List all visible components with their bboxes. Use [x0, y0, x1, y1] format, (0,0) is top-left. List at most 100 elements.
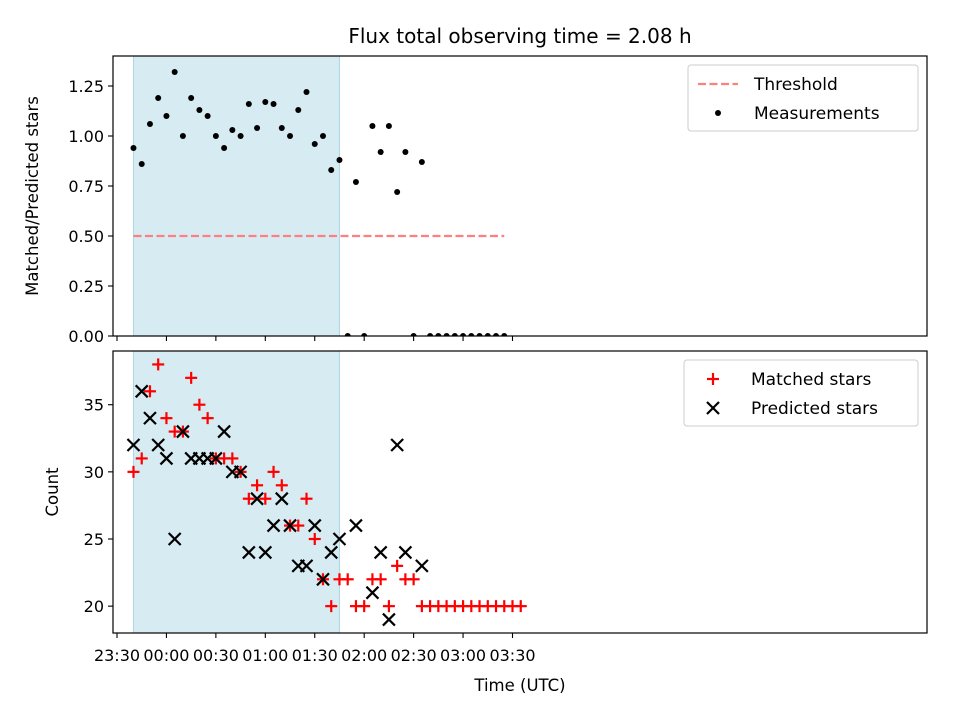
measurement-point — [278, 125, 285, 131]
legend-matched-swatch — [707, 373, 719, 385]
matched-star-marker — [292, 519, 305, 532]
y-tick-label: 0.50 — [68, 227, 104, 246]
legend-measurements-swatch — [715, 110, 721, 116]
matched-star-marker — [160, 412, 173, 425]
bottom-y-axis-label: Count — [43, 467, 62, 517]
matched-star-marker — [185, 371, 198, 384]
measurement-point — [229, 127, 236, 133]
predicted-star-marker — [365, 585, 380, 600]
predicted-star-marker — [307, 518, 322, 533]
measurement-point — [138, 161, 145, 167]
y-tick-label: 0.75 — [68, 177, 104, 196]
predicted-star-marker — [373, 545, 388, 560]
bottom-panel: 20 25 30 35 23:30 00:00 00:30 01:00 01:30 02:00 02… — [84, 350, 928, 665]
measurement-point — [361, 333, 368, 336]
predicted-star-marker — [266, 518, 281, 533]
predicted-star-marker — [258, 545, 273, 560]
measurement-point — [336, 157, 343, 163]
measurement-point — [385, 123, 392, 129]
matched-star-marker — [358, 600, 371, 613]
y-tick-label: 0.00 — [68, 327, 104, 346]
legend-predicted-swatch — [706, 401, 720, 415]
matched-star-marker — [259, 492, 272, 505]
matched-star-marker — [135, 452, 148, 465]
measurement-point — [476, 333, 483, 336]
measurement-point — [245, 101, 252, 107]
x-tick-label: 01:30 — [292, 646, 338, 665]
matched-star-marker — [242, 492, 255, 505]
measurement-point — [146, 121, 153, 127]
y-tick-label: 30 — [84, 463, 104, 482]
legend: Matched stars Predicted stars — [683, 359, 919, 427]
predicted-star-marker — [390, 438, 404, 452]
predicted-star-marker — [382, 612, 396, 627]
predicted-star-marker — [398, 545, 413, 560]
matched-star-marker — [341, 573, 354, 586]
predicted-star-marker — [324, 545, 339, 560]
predicted-star-marker — [167, 532, 182, 546]
matched-star-marker — [267, 465, 280, 478]
matched-star-marker — [308, 533, 321, 545]
measurement-point — [155, 95, 162, 101]
x-tick-label: 00:30 — [193, 646, 239, 665]
measurement-point — [344, 333, 351, 336]
measurement-point — [130, 145, 137, 151]
legend-label: Measurements — [754, 104, 880, 124]
x-tick-label: 01:00 — [242, 646, 288, 665]
measurement-point — [196, 107, 203, 113]
matched-star-marker — [193, 398, 206, 411]
plot-frame — [112, 350, 928, 634]
measurement-point — [254, 125, 261, 131]
predicted-star-marker — [250, 491, 264, 506]
measurement-point — [501, 333, 508, 336]
y-tick-label: 1.25 — [68, 77, 104, 96]
matched-star-marker — [275, 479, 288, 492]
measurement-point — [204, 113, 211, 119]
predicted-star-marker — [332, 532, 347, 546]
measurement-point — [394, 189, 401, 195]
measurement-point — [163, 113, 170, 119]
predicted-star-marker — [283, 518, 297, 533]
y-tick-label: 20 — [84, 597, 104, 616]
chart-title: Flux total observing time = 2.08 h — [348, 24, 691, 48]
measurement-point — [319, 133, 326, 139]
x-tick-label: 02:30 — [391, 646, 437, 665]
predicted-star-marker — [415, 559, 429, 573]
x-tick-label: 03:00 — [440, 646, 486, 665]
observing-window-span — [132, 350, 340, 634]
measurement-point — [484, 333, 491, 336]
matched-star-marker — [391, 559, 404, 572]
measurement-point — [237, 133, 244, 139]
predicted-star-marker — [209, 451, 223, 466]
matched-star-marker — [382, 600, 395, 613]
predicted-star-marker — [134, 384, 149, 399]
matched-star-marker — [300, 492, 313, 505]
y-tick-label: 1.00 — [68, 127, 104, 146]
predicted-star-marker — [233, 465, 248, 479]
matched-star-marker — [514, 600, 527, 613]
measurement-point — [262, 99, 269, 105]
matched-star-marker — [127, 465, 140, 478]
measurement-point — [287, 133, 294, 139]
measurement-point — [443, 333, 450, 336]
measurement-point — [188, 95, 195, 101]
legend: Threshold Measurements — [687, 64, 919, 132]
predicted-star-marker — [126, 438, 141, 452]
legend-label: Matched stars — [751, 370, 871, 390]
matched-star-marker — [407, 573, 420, 586]
x-tick-label: 23:30 — [94, 646, 140, 665]
measurement-point — [468, 333, 475, 336]
top-y-axis-label: Matched/Predicted stars — [23, 96, 42, 296]
observing-window-span — [132, 55, 340, 337]
measurement-point — [311, 141, 318, 147]
measurement-point — [212, 133, 219, 139]
measurement-point — [451, 333, 458, 336]
matched-star-marker — [201, 412, 214, 425]
predicted-star-marker — [316, 572, 330, 587]
x-axis-label: Time (UTC) — [473, 676, 565, 695]
measurement-point — [221, 145, 228, 151]
measurement-point — [493, 333, 500, 336]
y-tick-label: 0.25 — [68, 277, 104, 296]
plot-frame — [112, 55, 928, 337]
predicted-star-marker — [217, 424, 231, 439]
